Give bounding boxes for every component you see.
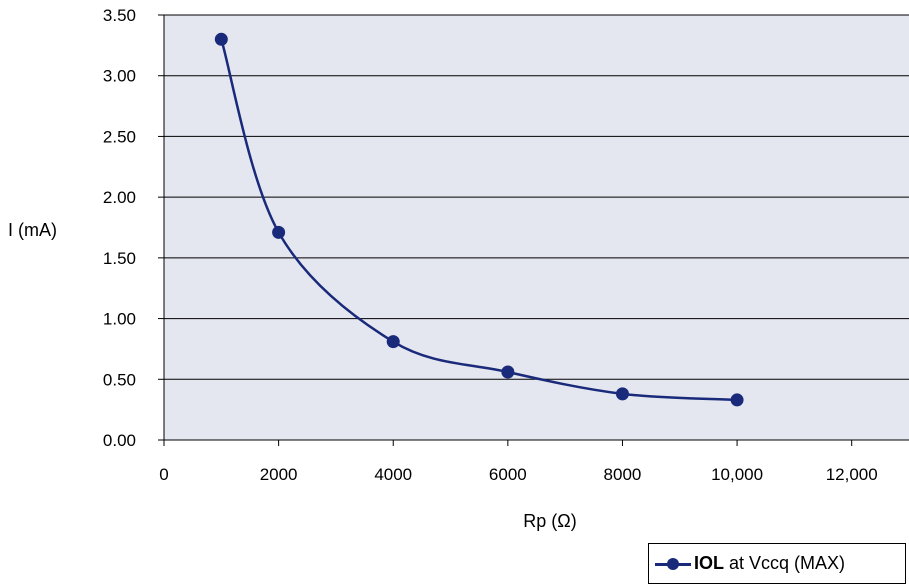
y-tick-label: 3.00 <box>103 67 136 86</box>
y-tick-labels: 0.00 0.50 1.00 1.50 2.00 2.50 3.00 3.50 <box>103 6 136 450</box>
data-point <box>501 365 515 379</box>
data-point <box>272 225 286 239</box>
x-tick-label: 10,000 <box>711 465 763 484</box>
y-tick-label: 2.50 <box>103 127 136 146</box>
gridlines <box>164 14 909 380</box>
x-tick-label: 4000 <box>374 465 412 484</box>
plot-area <box>164 15 909 440</box>
y-tick-label: 0.50 <box>103 370 136 389</box>
legend: IOL at Vccq (MAX) <box>648 543 906 584</box>
axes <box>158 14 909 446</box>
legend-marker-icon <box>655 556 691 572</box>
y-tick-label: 1.00 <box>103 310 136 329</box>
data-point <box>214 32 228 46</box>
data-point <box>730 393 744 407</box>
y-tick-label: 1.50 <box>103 249 136 268</box>
legend-label-rest: at Vccq (MAX) <box>724 553 846 573</box>
y-tick-label: 3.50 <box>103 6 136 25</box>
x-tick-label: 0 <box>159 465 168 484</box>
legend-label-bold: IOL <box>694 553 724 573</box>
x-tick-labels: 0 2000 4000 6000 8000 10,000 12,000 <box>159 465 877 484</box>
y-tick-label: 0.00 <box>103 431 136 450</box>
legend-label: IOL at Vccq (MAX) <box>694 553 845 574</box>
y-axis-title: I (mA) <box>8 220 57 240</box>
x-tick-label: 2000 <box>260 465 298 484</box>
x-axis-title: Rp (Ω) <box>523 511 576 531</box>
data-point <box>386 335 400 349</box>
data-points <box>214 32 744 407</box>
x-tick-label: 12,000 <box>826 465 878 484</box>
x-tick-label: 6000 <box>489 465 527 484</box>
x-tick-label: 8000 <box>604 465 642 484</box>
y-tick-label: 2.00 <box>103 188 136 207</box>
data-point <box>615 387 629 401</box>
